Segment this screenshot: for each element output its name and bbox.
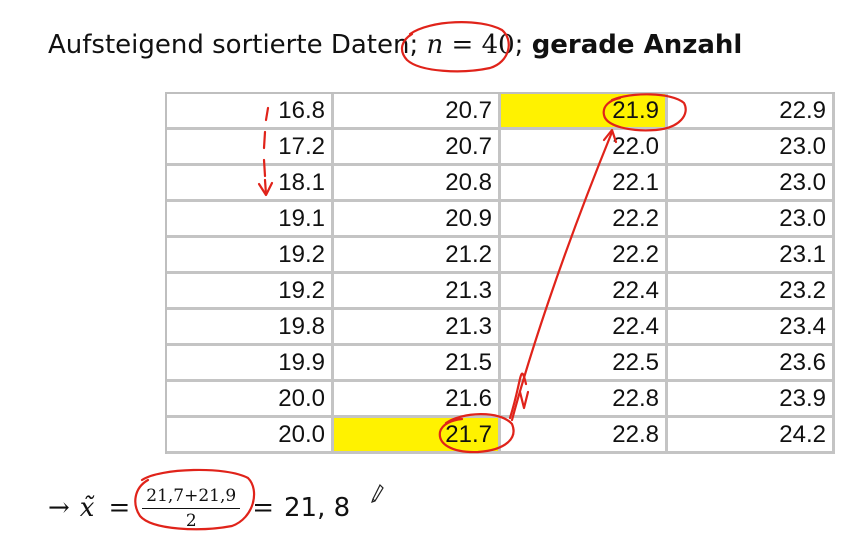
table-row: 20.0 21.6 22.8 23.9 — [167, 382, 835, 418]
n-value: 40 — [481, 30, 515, 60]
table-cell: 21.3 — [334, 274, 501, 310]
table-cell: 23.0 — [668, 202, 835, 238]
table-cell: 23.6 — [668, 346, 835, 382]
table-cell: 22.1 — [501, 166, 668, 202]
fraction-numerator: 21,7+21,9 — [142, 486, 241, 509]
fraction-denominator: 2 — [185, 510, 197, 531]
table-cell: 22.4 — [501, 274, 668, 310]
table-cell: 20.7 — [334, 130, 501, 166]
highlighted-cell-21-7: 21.7 — [334, 418, 501, 454]
pen-icon — [371, 484, 384, 503]
table-cell: 22.9 — [668, 94, 835, 130]
table-row: 19.9 21.5 22.5 23.6 — [167, 346, 835, 382]
table-cell: 19.8 — [167, 310, 334, 346]
table-cell: 23.4 — [668, 310, 835, 346]
table-cell: 19.2 — [167, 274, 334, 310]
table-cell: 22.5 — [501, 346, 668, 382]
table-row: 19.8 21.3 22.4 23.4 — [167, 310, 835, 346]
table-cell: 22.2 — [501, 238, 668, 274]
median-result: 21, 8 — [284, 493, 351, 523]
table-cell: 23.1 — [668, 238, 835, 274]
n-equals: = — [451, 30, 474, 60]
table-cell: 20.0 — [167, 382, 334, 418]
heading-separator: ; — [514, 30, 524, 60]
table-row: 20.0 21.7 22.8 24.2 — [167, 418, 835, 454]
heading-prefix: Aufsteigend sortierte Daten; — [48, 30, 419, 60]
table-cell: 20.8 — [334, 166, 501, 202]
table-row: 16.8 20.7 21.9 22.9 — [167, 94, 835, 130]
median-fraction: 21,7+21,9 2 — [142, 486, 241, 531]
formula-equals-2: = — [252, 493, 275, 523]
table-row: 19.2 21.3 22.4 23.2 — [167, 274, 835, 310]
page-heading: Aufsteigend sortierte Daten; n = 40; ger… — [48, 30, 742, 60]
table-cell: 18.1 — [167, 166, 334, 202]
table-cell: 21.2 — [334, 238, 501, 274]
table-cell: 21.3 — [334, 310, 501, 346]
right-arrow-icon: → — [48, 493, 70, 523]
table-cell: 22.8 — [501, 382, 668, 418]
table-cell: 24.2 — [668, 418, 835, 454]
heading-emphasis: gerade Anzahl — [531, 30, 743, 60]
table-cell: 23.0 — [668, 130, 835, 166]
table-cell: 19.2 — [167, 238, 334, 274]
table-cell: 16.8 — [167, 94, 334, 130]
median-symbol: x̃ — [79, 493, 95, 523]
table-cell: 21.6 — [334, 382, 501, 418]
sample-size-expression: n = 40 — [426, 30, 514, 60]
table-cell: 23.2 — [668, 274, 835, 310]
table-row: 19.1 20.9 22.2 23.0 — [167, 202, 835, 238]
sorted-data-table: 16.8 20.7 21.9 22.9 17.2 20.7 22.0 23.0 … — [165, 92, 835, 454]
table-cell: 20.9 — [334, 202, 501, 238]
table-cell: 23.9 — [668, 382, 835, 418]
table-cell: 22.2 — [501, 202, 668, 238]
table-cell: 22.4 — [501, 310, 668, 346]
table-cell: 20.7 — [334, 94, 501, 130]
n-variable: n — [426, 30, 444, 60]
median-formula: → x̃ = 21,7+21,9 2 = 21, 8 — [48, 478, 350, 538]
table-cell: 22.8 — [501, 418, 668, 454]
table-cell: 17.2 — [167, 130, 334, 166]
formula-equals: = — [108, 493, 131, 523]
table-cell: 21.5 — [334, 346, 501, 382]
table-row: 19.2 21.2 22.2 23.1 — [167, 238, 835, 274]
table-row: 17.2 20.7 22.0 23.0 — [167, 130, 835, 166]
table-row: 18.1 20.8 22.1 23.0 — [167, 166, 835, 202]
table-cell: 19.1 — [167, 202, 334, 238]
table-cell: 20.0 — [167, 418, 334, 454]
table-cell: 23.0 — [668, 166, 835, 202]
table-cell: 22.0 — [501, 130, 668, 166]
table-cell: 19.9 — [167, 346, 334, 382]
highlighted-cell-21-9: 21.9 — [501, 94, 668, 130]
